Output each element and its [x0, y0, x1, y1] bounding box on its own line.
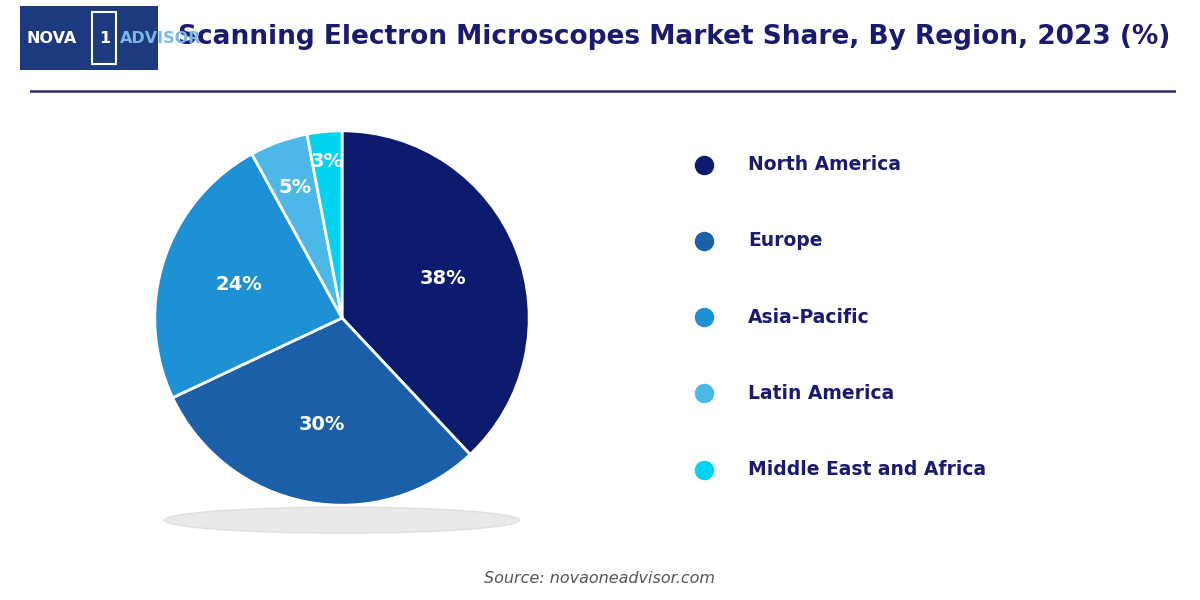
Text: Latin America: Latin America — [748, 384, 894, 403]
Text: Europe: Europe — [748, 232, 822, 250]
Wedge shape — [252, 134, 342, 318]
Text: North America: North America — [748, 155, 901, 174]
Wedge shape — [342, 131, 529, 454]
Wedge shape — [155, 154, 342, 398]
Text: 3%: 3% — [311, 152, 343, 171]
Text: Scanning Electron Microscopes Market Share, By Region, 2023 (%): Scanning Electron Microscopes Market Sha… — [178, 25, 1170, 50]
Wedge shape — [307, 131, 342, 318]
Wedge shape — [173, 318, 470, 505]
Text: 24%: 24% — [215, 275, 262, 294]
Text: Asia-Pacific: Asia-Pacific — [748, 308, 870, 326]
Text: 5%: 5% — [278, 178, 312, 197]
Text: 1: 1 — [98, 31, 110, 46]
Text: 30%: 30% — [299, 415, 344, 434]
Ellipse shape — [164, 507, 520, 533]
Text: Middle East and Africa: Middle East and Africa — [748, 460, 986, 479]
Text: NOVA: NOVA — [26, 31, 77, 46]
Text: ADVISOR: ADVISOR — [120, 31, 202, 46]
Text: 38%: 38% — [420, 269, 467, 287]
FancyBboxPatch shape — [20, 6, 158, 70]
Text: Source: novaoneadvisor.com: Source: novaoneadvisor.com — [485, 571, 715, 586]
